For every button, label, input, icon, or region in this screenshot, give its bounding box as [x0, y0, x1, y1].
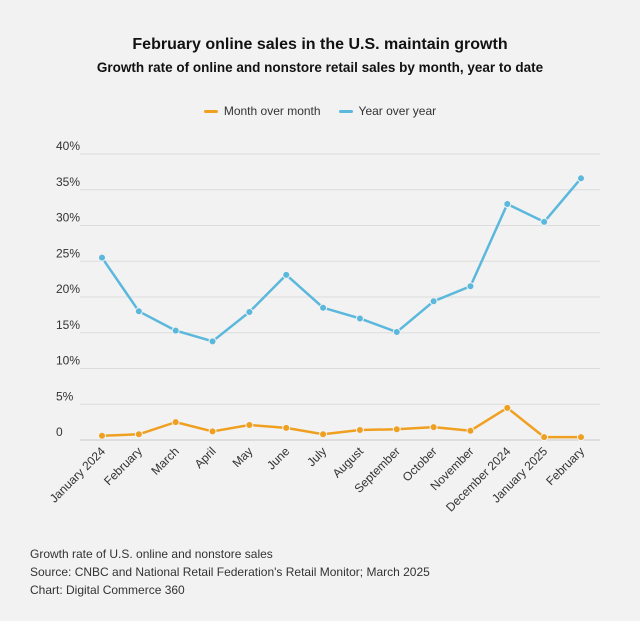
data-point [392, 328, 401, 337]
y-tick-label: 5% [56, 389, 74, 403]
y-tick-label: 35% [56, 175, 80, 189]
data-point [540, 433, 549, 442]
data-point [540, 217, 549, 226]
data-point [466, 426, 475, 435]
legend-label-month-over-month: Month over month [223, 104, 321, 118]
chart-title: February online sales in the U.S. mainta… [132, 36, 508, 53]
data-point [98, 253, 106, 262]
data-point [577, 174, 585, 183]
x-tick-label: June [264, 444, 293, 473]
y-tick-label: 20% [56, 282, 80, 296]
data-point [208, 337, 217, 346]
data-point [466, 282, 475, 291]
data-point [245, 420, 254, 429]
data-point [503, 200, 512, 209]
x-tick-label: May [230, 444, 256, 470]
chart-footer: Growth rate of U.S. online and nonstore … [30, 545, 430, 599]
x-tick-label: April [192, 444, 219, 471]
data-point [355, 314, 364, 323]
footer-credit: Chart: Digital Commerce 360 [30, 583, 185, 597]
x-tick-label: March [148, 444, 181, 477]
legend-item-month-over-month: Month over month [203, 104, 321, 118]
series-line [101, 406, 581, 439]
y-tick-label: 25% [56, 246, 80, 260]
y-tick-label: 10% [56, 354, 80, 368]
y-tick-label: 40% [56, 139, 80, 153]
x-tick-label: February [101, 444, 145, 488]
series-line [100, 177, 582, 343]
data-point [208, 427, 217, 436]
data-point [319, 303, 328, 312]
data-point [245, 308, 254, 317]
data-point [134, 307, 143, 316]
legend-swatch-month-over-month [203, 109, 218, 113]
data-point [282, 423, 291, 432]
legend-label-year-over-year: Year over year [358, 104, 437, 118]
data-point [134, 430, 143, 439]
x-tick-label: February [543, 444, 587, 488]
data-point [282, 270, 291, 279]
data-point [98, 431, 106, 440]
x-tick-label: July [304, 444, 329, 469]
legend-item-year-over-year: Year over year [338, 104, 437, 118]
data-point [429, 423, 438, 432]
y-tick-label: 0 [56, 425, 63, 439]
x-tick-label: January 2024 [47, 444, 109, 506]
x-tick-label: December 2024 [443, 444, 514, 515]
footer-source: Source: CNBC and National Retail Federat… [30, 565, 430, 579]
y-tick-label: 30% [56, 211, 80, 225]
chart-legend: Month over month Year over year [0, 104, 640, 118]
data-point [319, 430, 328, 439]
data-point [392, 425, 401, 434]
data-point [503, 403, 512, 412]
footer-caption: Growth rate of U.S. online and nonstore … [30, 547, 273, 561]
data-point [355, 425, 364, 434]
data-point [429, 297, 438, 306]
data-point [171, 326, 180, 335]
y-tick-label: 15% [56, 318, 80, 332]
chart-subtitle: Growth rate of online and nonstore retai… [96, 60, 544, 75]
data-point [577, 433, 585, 442]
data-point [171, 418, 180, 427]
legend-swatch-year-over-year [338, 109, 353, 113]
line-chart: 05%10%15%20%25%30%35%40%January 2024Febr… [47, 139, 600, 515]
